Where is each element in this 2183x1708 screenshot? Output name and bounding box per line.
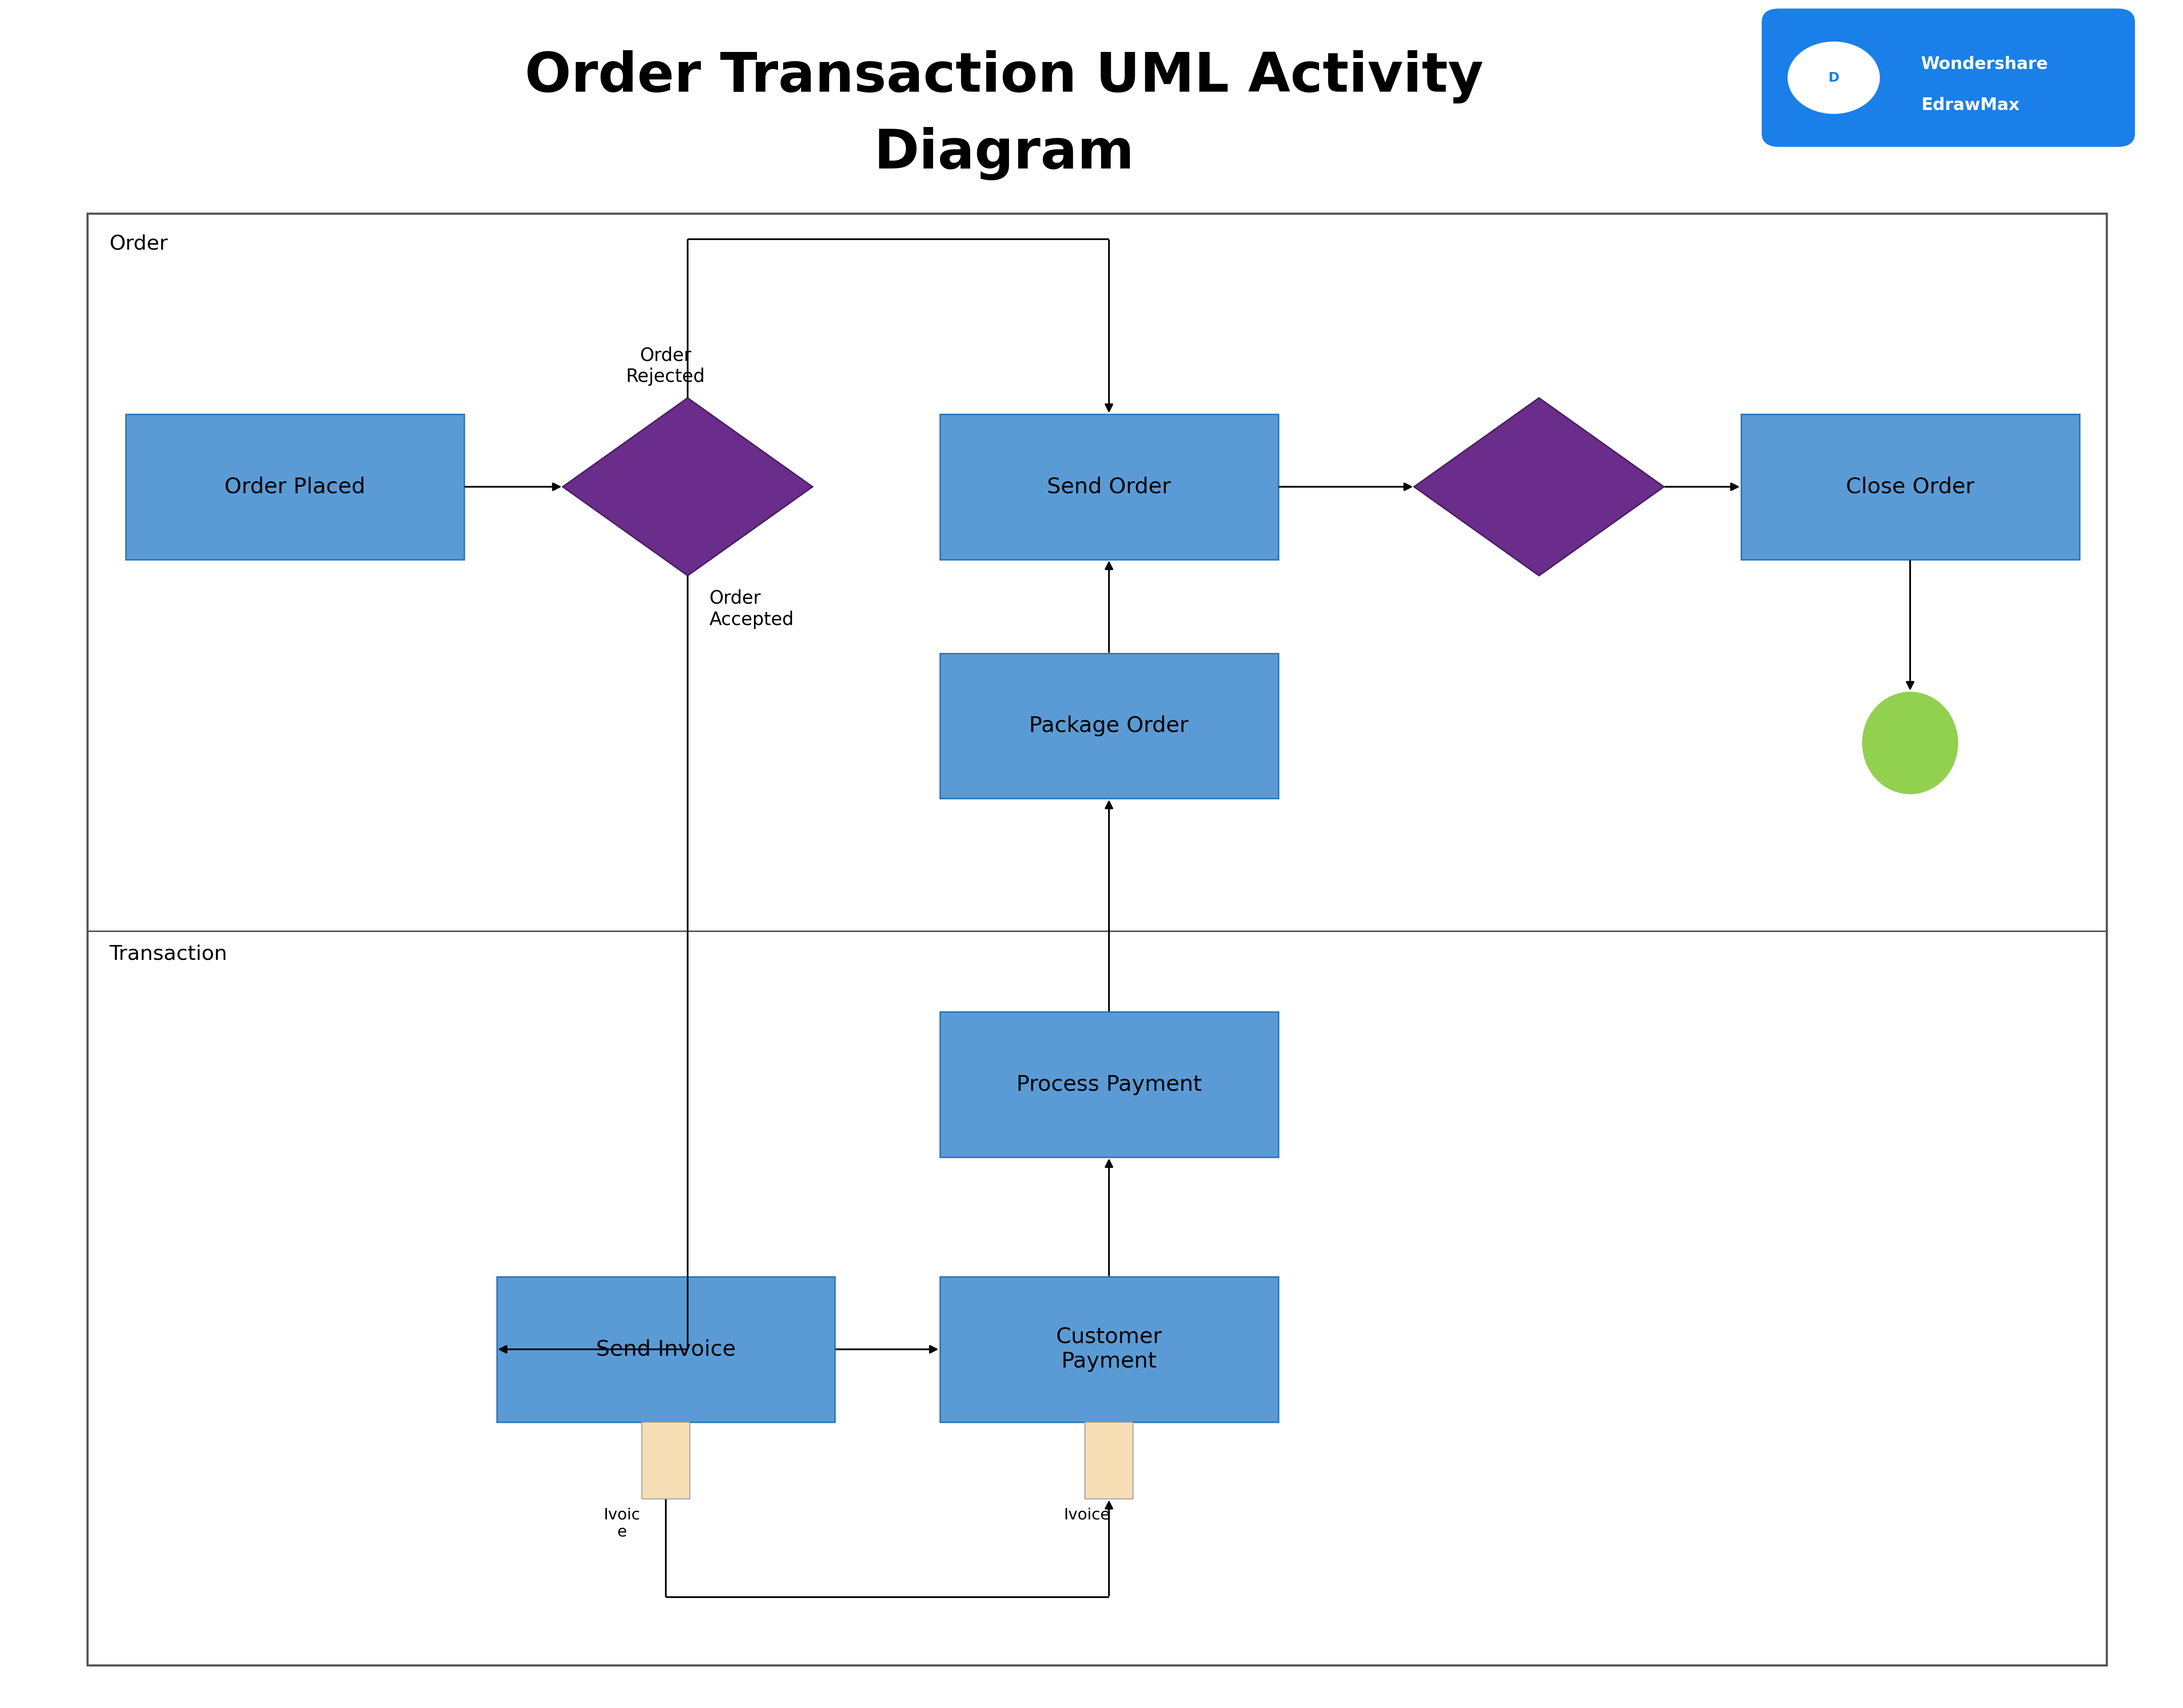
FancyBboxPatch shape (939, 1278, 1279, 1421)
Text: Order Placed: Order Placed (225, 477, 365, 497)
Text: Ivoice: Ivoice (1063, 1508, 1111, 1522)
FancyBboxPatch shape (939, 415, 1279, 560)
Bar (87, 214, 2107, 1665)
FancyBboxPatch shape (1742, 415, 2078, 560)
Text: Wondershare: Wondershare (1921, 56, 2048, 72)
Polygon shape (1415, 398, 1663, 576)
Text: Process Payment: Process Payment (1017, 1074, 1201, 1095)
Text: Diagram: Diagram (873, 126, 1135, 181)
FancyBboxPatch shape (498, 1278, 834, 1421)
Text: Customer
Payment: Customer Payment (1057, 1327, 1161, 1372)
FancyBboxPatch shape (1085, 1421, 1133, 1500)
Text: D: D (1827, 72, 1840, 84)
Text: Close Order: Close Order (1847, 477, 1973, 497)
FancyBboxPatch shape (127, 415, 465, 560)
Ellipse shape (1862, 692, 1958, 794)
Polygon shape (563, 398, 812, 576)
Text: Send Order: Send Order (1048, 477, 1170, 497)
Text: EdrawMax: EdrawMax (1921, 97, 2019, 113)
FancyBboxPatch shape (939, 1011, 1279, 1158)
Text: Order
Accepted: Order Accepted (709, 589, 795, 629)
Text: Send Invoice: Send Invoice (596, 1339, 736, 1360)
Text: Ivoic
e: Ivoic e (605, 1508, 640, 1539)
Text: Order
Rejected: Order Rejected (627, 347, 705, 386)
Circle shape (1788, 41, 1880, 113)
FancyBboxPatch shape (939, 654, 1279, 799)
Text: Package Order: Package Order (1028, 716, 1190, 736)
Text: Order: Order (109, 234, 168, 254)
Text: Transaction: Transaction (109, 945, 227, 965)
FancyBboxPatch shape (1762, 9, 2135, 147)
Text: Order Transaction UML Activity: Order Transaction UML Activity (524, 50, 1484, 104)
FancyBboxPatch shape (642, 1421, 690, 1500)
